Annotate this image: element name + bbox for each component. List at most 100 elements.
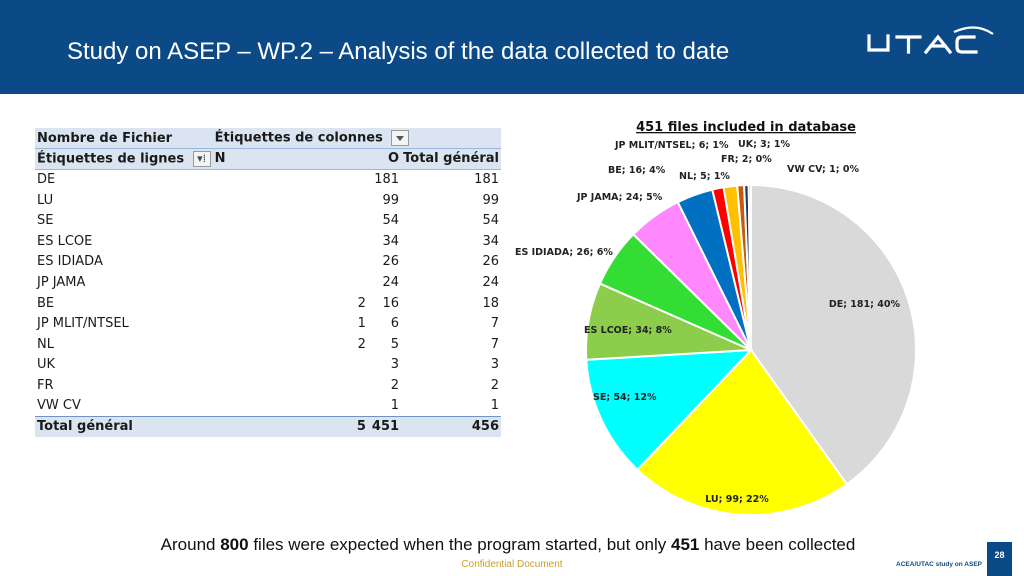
cell-o: 54: [382, 213, 400, 229]
cell-o: 6: [390, 316, 400, 332]
cell-total: 54: [482, 213, 499, 229]
cell-o: 24: [382, 274, 400, 290]
utac-logo: [867, 26, 994, 55]
total-o: 451: [367, 415, 402, 437]
cell-n: [336, 210, 368, 231]
table-row: UK 3 3: [35, 355, 501, 376]
cell-total: 3: [490, 357, 499, 373]
page-number: 28: [987, 542, 1012, 576]
pie-label-vw-cv: VW CV; 1; 0%: [787, 164, 859, 175]
pie-slice-lu: [635, 348, 849, 516]
cell-o: 34: [382, 233, 400, 249]
pie-label-jp-jama: JP JAMA; 24; 5%: [576, 192, 663, 203]
row-spacer: [213, 355, 336, 376]
row-spacer: [213, 334, 336, 355]
row-filter-dropdown[interactable]: ▾⁞: [192, 150, 211, 167]
cell-total: 24: [482, 274, 499, 290]
pie-label-es-idiada: ES IDIADA; 26; 6%: [515, 247, 613, 258]
table-row: LU 99 99: [35, 190, 501, 211]
total-total: 456: [401, 415, 501, 437]
pie-label-se: SE; 54; 12%: [593, 392, 657, 403]
row-spacer: [213, 169, 336, 190]
pivot-header-row-1: Nombre de Fichier Étiquettes de colonnes: [35, 128, 501, 150]
table-row: DE 181 181: [35, 169, 501, 190]
caption-expected-count: 800: [220, 535, 249, 554]
table-row: VW CV 1 1: [35, 396, 501, 417]
column-filter-dropdown[interactable]: [391, 130, 410, 147]
pivot-corner-label: Nombre de Fichier: [35, 128, 213, 150]
row-spacer: [213, 210, 336, 231]
header-bar: Study on ASEP – WP.2 – Analysis of the d…: [0, 0, 1024, 94]
table-row: JP JAMA 24 24: [35, 272, 501, 293]
row-label: BE: [37, 295, 55, 311]
pie-slice-de: [750, 183, 917, 486]
cell-n: [336, 375, 368, 396]
row-label: ES LCOE: [37, 233, 93, 249]
pie-label-jp-mlit-ntsel: JP MLIT/NTSEL; 6; 1%: [614, 140, 729, 151]
row-label: JP JAMA: [37, 274, 86, 290]
pie-labels: DE; 181; 40% LU; 99; 22% SE; 54; 12% ES LCO…: [515, 139, 900, 505]
row-spacer: [213, 231, 336, 252]
cell-total: 7: [490, 336, 499, 352]
page-title: Study on ASEP – WP.2 – Analysis of the d…: [67, 38, 730, 65]
row-label: VW CV: [37, 398, 81, 414]
caption-prefix: Around: [160, 535, 221, 554]
col-header-total: Total général: [401, 148, 501, 170]
cell-total: 7: [490, 316, 499, 332]
pie-slice-vw-cv: [747, 183, 752, 351]
cell-n: [336, 272, 368, 293]
caption-middle: files were expected when the program sta…: [248, 535, 671, 554]
col-header-o: O: [367, 148, 402, 170]
cell-o: 5: [390, 336, 400, 352]
row-label: JP MLIT/NTSEL: [37, 316, 129, 332]
table-row: NL 2 5 7: [35, 334, 501, 355]
table-row: BE 2 16 18: [35, 293, 501, 314]
row-spacer: [213, 293, 336, 314]
cell-n: 2: [357, 336, 366, 352]
cell-total: 18: [482, 295, 499, 311]
table-row: FR 2 2: [35, 375, 501, 396]
table-row: JP MLIT/NTSEL 1 6 7: [35, 313, 501, 334]
pie-label-es-lcoe: ES LCOE; 34; 8%: [584, 325, 672, 336]
pivot-total-row: Total général 5 451 456: [35, 415, 501, 437]
row-label: NL: [37, 336, 54, 352]
confidential-notice: Confidential Document: [461, 559, 563, 570]
cell-o: 99: [382, 192, 400, 208]
pie-label-uk: UK; 3; 1%: [738, 139, 791, 150]
row-spacer: [213, 313, 336, 334]
row-spacer: [213, 252, 336, 273]
row-label: UK: [37, 357, 56, 373]
cell-o: 2: [390, 377, 400, 393]
row-label: LU: [37, 192, 54, 208]
cell-n: [336, 355, 368, 376]
row-label: FR: [37, 377, 54, 393]
pivot-columns-label: Étiquettes de colonnes: [214, 130, 383, 146]
pivot-table: Nombre de Fichier Étiquettes de colonnes…: [35, 128, 501, 437]
cell-o: 16: [382, 295, 400, 311]
caption: Around 800 files were expected when the …: [0, 535, 1016, 555]
cell-o: 1: [390, 398, 400, 414]
pivot-header-row-2: Étiquettes de lignes ▾⁞ N O Total généra…: [35, 148, 501, 170]
pie-label-be: BE; 16; 4%: [608, 165, 666, 176]
pie-label-de: DE; 181; 40%: [829, 299, 901, 310]
cell-n: [336, 231, 368, 252]
chevron-down-icon: [396, 136, 405, 142]
total-label: Total général: [35, 415, 213, 437]
cell-n: [336, 396, 368, 417]
cell-o: 26: [382, 254, 400, 270]
chart-title: 451 files included in database: [636, 120, 856, 135]
cell-total: 1: [490, 398, 499, 414]
footer-study-name: ACEA/UTAC study on ASEP: [896, 561, 982, 568]
cell-total: 99: [482, 192, 499, 208]
pie-chart: 451 files included in database DE; 181; …: [515, 120, 917, 516]
cell-o: 181: [374, 172, 400, 188]
row-spacer: [213, 375, 336, 396]
row-spacer: [213, 396, 336, 417]
table-row: ES LCOE 34 34: [35, 231, 501, 252]
table-row: ES IDIADA 26 26: [35, 252, 501, 273]
pie-slice-se: [585, 348, 754, 472]
pie-label-fr: FR; 2; 0%: [721, 154, 772, 165]
cell-o: 3: [390, 357, 400, 373]
pie-label-nl: NL; 5; 1%: [679, 171, 730, 182]
row-label: ES IDIADA: [37, 254, 103, 270]
